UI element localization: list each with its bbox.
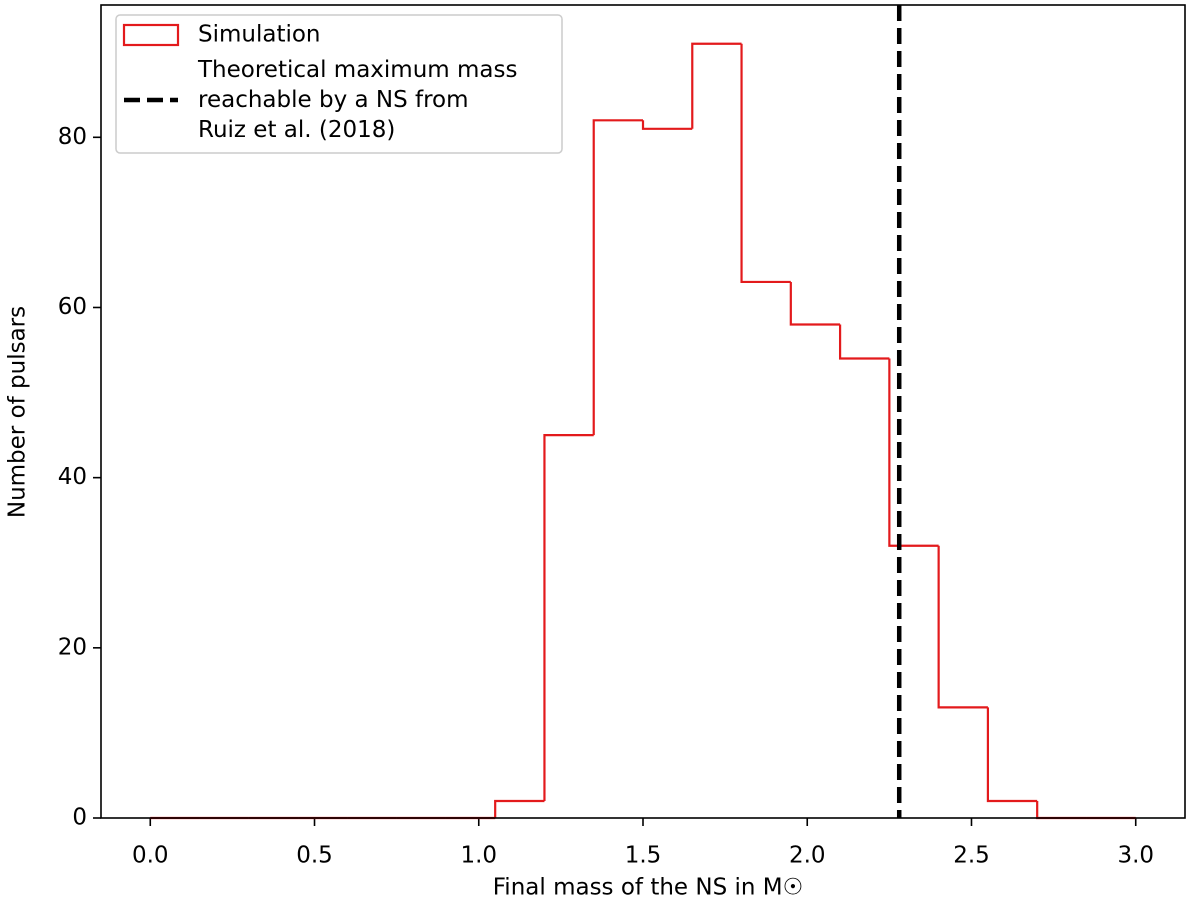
y-tick-label: 0 [72,805,87,831]
histogram-bin [592,119,643,436]
histogram-bin [888,358,939,547]
x-tick-label: 1.5 [625,843,662,869]
histogram-bin [937,545,988,709]
histogram-bin [494,799,545,818]
histogram-bin [789,281,841,326]
legend-label: Simulation [198,22,321,48]
legend-box [115,14,563,154]
x-tick-label: 2.5 [953,843,990,869]
x-tick-label: 2.0 [789,843,826,869]
y-tick-label: 40 [58,464,87,490]
x-tick-label: 0.0 [132,843,169,869]
histogram-bin [691,42,742,129]
histogram-bin [740,43,791,284]
y-tick-label: 20 [58,634,87,660]
x-tick-label: 3.0 [1117,843,1154,869]
histogram-bin [1036,800,1087,820]
y-tick-label: 80 [58,124,87,150]
histogram-bin [543,434,594,801]
plot-frame [100,4,1186,819]
histogram-bin [838,324,890,360]
x-tick-label: 0.5 [296,843,333,869]
histogram-bin [986,707,1038,803]
y-tick-label: 60 [58,294,87,320]
histogram-bin [641,120,693,130]
y-axis-label: Number of pulsars [5,306,31,518]
x-axis-label: Final mass of the NS in M☉ [493,875,804,901]
legend-label: Theoretical maximum mass reachable by a N… [197,57,517,143]
x-tick-label: 1.0 [460,843,497,869]
legend-swatch [122,23,180,47]
